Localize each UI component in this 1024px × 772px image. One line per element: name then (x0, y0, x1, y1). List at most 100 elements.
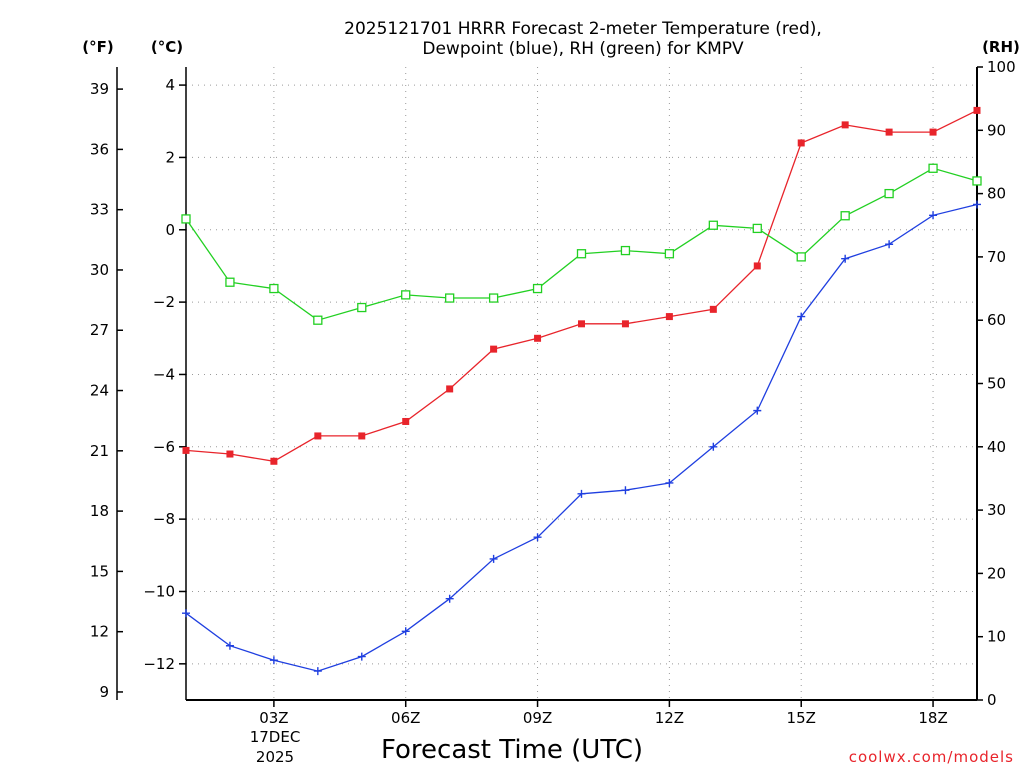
rh-tick-label: 100 (987, 58, 1016, 76)
celsius-tick-label: −2 (153, 293, 175, 311)
fahrenheit-tick-label: 27 (90, 321, 109, 339)
fahrenheit-tick-label: 21 (90, 442, 109, 460)
chart-title-line-2: Dewpoint (blue), RH (green) for KMPV (422, 39, 744, 59)
dewpoint-point (577, 489, 586, 498)
celsius-tick-label: −6 (153, 438, 175, 456)
rh-point (620, 245, 631, 256)
dewpoint-point (533, 533, 542, 542)
x-tick-label: 15Z (787, 709, 816, 727)
temperature-point (182, 446, 190, 454)
temperature-point (621, 320, 629, 328)
fahrenheit-tick-label: 39 (90, 80, 109, 98)
x-tick-label: 18Z (918, 709, 947, 727)
rh-tick-label: 40 (987, 438, 1006, 456)
temperature-point (226, 450, 234, 458)
dewpoint-point (929, 211, 938, 220)
temperature-point (490, 345, 498, 353)
rh-tick-label: 60 (987, 311, 1006, 329)
fahrenheit-tick-label: 24 (90, 382, 109, 400)
rh-point (884, 188, 894, 199)
dewpoint-point (797, 312, 806, 321)
fahrenheit-tick-label: 15 (90, 562, 109, 580)
fahrenheit-tick-label: 36 (90, 140, 109, 158)
fahrenheit-axis-unit: (°F) (82, 38, 113, 56)
temperature-point (402, 417, 410, 425)
rh-point (313, 315, 323, 325)
celsius-tick-label: −4 (153, 365, 175, 383)
chart-title-line-1: 2025121701 HRRR Forecast 2-meter Tempera… (344, 19, 822, 39)
temperature-point (885, 128, 893, 136)
dewpoint-point (665, 478, 674, 487)
celsius-tick-label: −10 (143, 582, 175, 600)
rh-point (488, 293, 499, 303)
x-tick-label: 09Z (523, 709, 552, 727)
fahrenheit-tick-label: 9 (99, 683, 109, 701)
dewpoint-point (885, 240, 894, 249)
date-label-day: 17DEC (250, 728, 301, 746)
date-label-year: 2025 (256, 748, 294, 766)
temperature-point (358, 432, 366, 440)
axes-layer: 912151821242730333639−12−10−8−6−4−202401… (90, 58, 1016, 727)
rh-point (401, 290, 411, 300)
dewpoint-point (313, 667, 322, 676)
series-layer (181, 106, 982, 676)
celsius-axis-unit: (°C) (151, 38, 183, 56)
dewpoint-point (182, 609, 190, 618)
rh-point (752, 223, 762, 234)
temperature-point (709, 305, 717, 313)
fahrenheit-tick-label: 30 (90, 261, 109, 279)
rh-point (972, 176, 982, 186)
x-tick-label: 03Z (259, 709, 288, 727)
dewpoint-point (709, 442, 718, 451)
rh-tick-label: 20 (987, 564, 1006, 582)
dewpoint-point (401, 627, 410, 636)
temperature-point (314, 432, 322, 440)
rh-point (796, 252, 806, 262)
rh-point (840, 211, 850, 221)
fahrenheit-tick-label: 33 (90, 201, 109, 219)
credit-text: coolwx.com/models (849, 748, 1014, 766)
rh-point (269, 283, 279, 294)
rh-point (357, 302, 367, 313)
x-tick-label: 06Z (391, 709, 420, 727)
dewpoint-point (753, 406, 762, 415)
rh-tick-label: 70 (987, 248, 1006, 266)
temperature-point (973, 106, 981, 114)
dewpoint-point (357, 652, 366, 661)
rh-point (928, 163, 938, 173)
fahrenheit-tick-label: 12 (90, 623, 109, 641)
celsius-tick-label: 0 (165, 221, 175, 239)
rh-tick-label: 80 (987, 185, 1006, 203)
rh-point (576, 249, 587, 259)
celsius-tick-label: −12 (143, 655, 175, 673)
x-axis-title: Forecast Time (UTC) (381, 735, 643, 765)
temperature-point (578, 320, 585, 328)
dewpoint-point (225, 641, 234, 650)
rh-point (225, 277, 235, 287)
temperature-point (797, 139, 805, 147)
temperature-point (841, 121, 849, 129)
celsius-tick-label: 2 (165, 148, 175, 166)
dewpoint-point (973, 200, 981, 209)
rh-point (181, 214, 191, 224)
dewpoint-point (841, 254, 850, 263)
dewpoint-point (621, 486, 630, 495)
x-tick-label: 12Z (655, 709, 684, 727)
temperature-point (665, 313, 673, 321)
rh-point (532, 283, 543, 294)
temperature-point (446, 385, 454, 393)
rh-tick-label: 0 (987, 691, 997, 709)
rh-point (708, 220, 718, 230)
celsius-tick-label: 4 (165, 76, 175, 94)
temperature-point (534, 334, 542, 342)
dewpoint-point (445, 594, 454, 603)
rh-tick-label: 50 (987, 375, 1006, 393)
temperature-point (753, 262, 761, 270)
celsius-tick-label: −8 (153, 510, 175, 528)
temperature-point (929, 128, 937, 136)
rh-point (445, 293, 455, 303)
dewpoint-point (489, 554, 498, 563)
